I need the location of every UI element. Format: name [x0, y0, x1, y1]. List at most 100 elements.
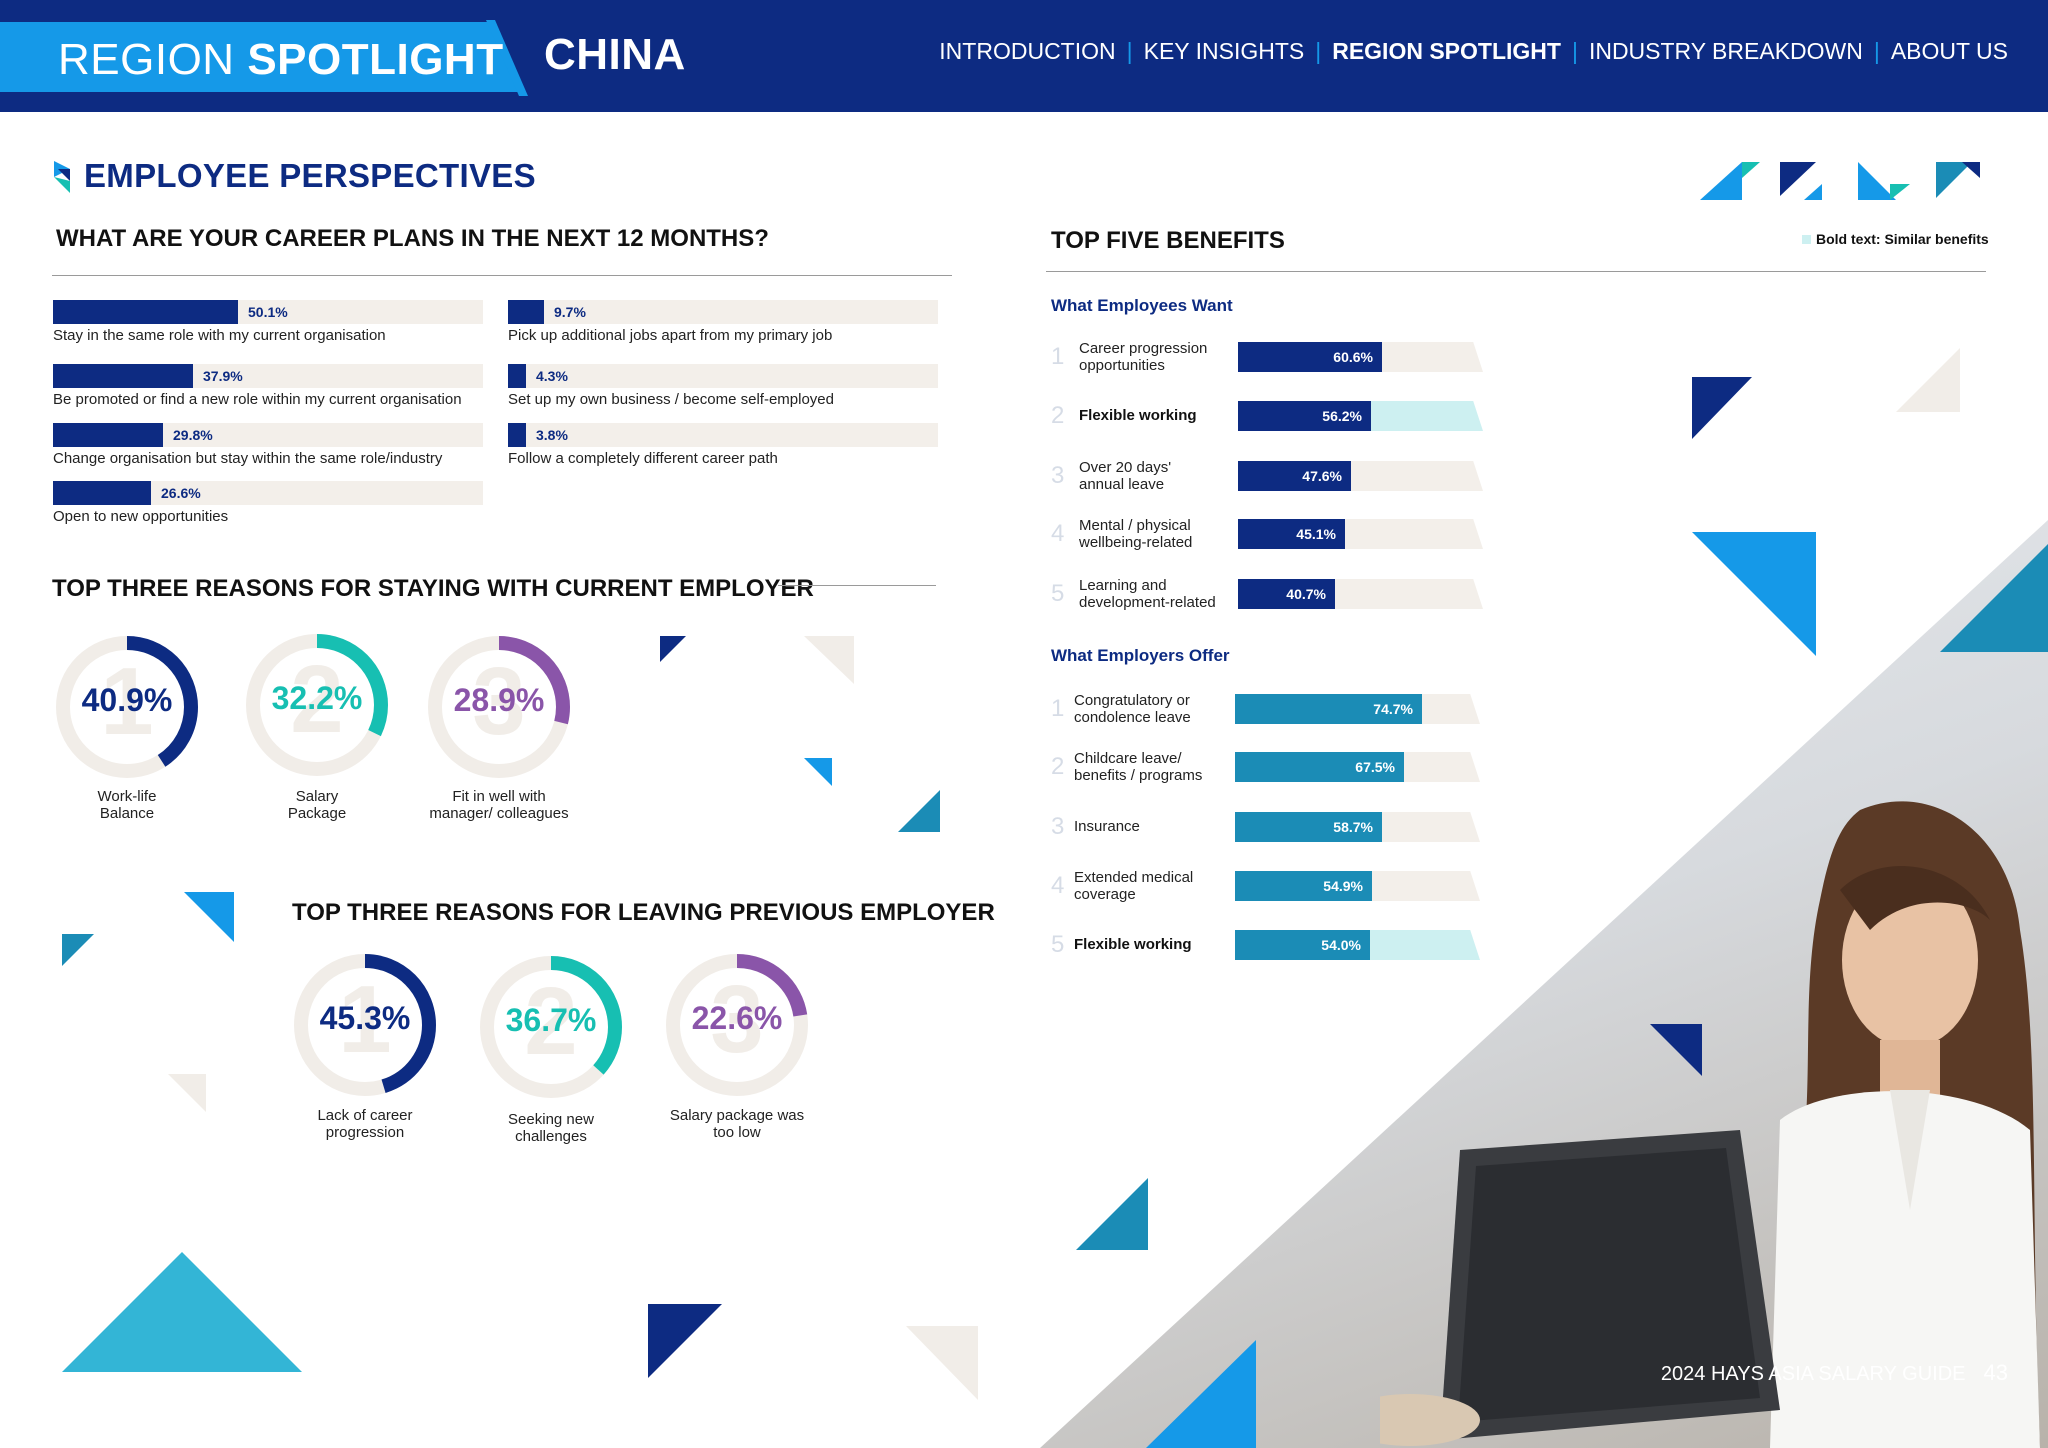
- benefit-rank: 1: [1051, 343, 1065, 370]
- career-plans-title: WHAT ARE YOUR CAREER PLANS IN THE NEXT 1…: [56, 225, 769, 252]
- benefit-bar-track: 54.9%: [1235, 871, 1480, 901]
- donut-value: 22.6%: [691, 1000, 783, 1036]
- triangle-decoration: [660, 636, 686, 662]
- nav-item-industry-breakdown[interactable]: INDUSTRY BREAKDOWN: [1588, 38, 1863, 64]
- section-label-bold: SPOTLIGHT: [247, 35, 504, 84]
- benefit-bar-track: 40.7%: [1238, 579, 1483, 609]
- donut-ring: [428, 636, 570, 778]
- career-plans-rule: [52, 275, 952, 276]
- donut-caption-line: Salary: [295, 788, 339, 805]
- career-bar-track: 9.7%: [508, 300, 938, 324]
- footer-title: 2024 HAYS ASIA SALARY GUIDE: [1660, 1363, 1966, 1385]
- benefit-label: Flexible working: [1079, 407, 1197, 424]
- benefit-bar-value: 54.9%: [1323, 878, 1363, 894]
- benefit-bar-track: 60.6%: [1238, 342, 1483, 372]
- donut-rank: 3: [710, 966, 764, 1073]
- benefit-bar-value: 67.5%: [1355, 759, 1395, 775]
- donut-caption: Salary Package: [232, 788, 402, 822]
- career-bar-track: 3.8%: [508, 423, 938, 447]
- donut-caption: Fit in well with manager/ colleagues: [414, 788, 584, 822]
- donut-value: 45.3%: [319, 1000, 411, 1036]
- section-label: REGION SPOTLIGHT: [58, 35, 504, 85]
- nav-item-about-us[interactable]: ABOUT US: [1890, 38, 2008, 64]
- benefits-title: TOP FIVE BENEFITS: [1051, 227, 1285, 254]
- benefit-bar-track: 45.1%: [1238, 519, 1483, 549]
- triangle-decoration: [906, 1326, 978, 1400]
- page-footer: 2024 HAYS ASIA SALARY GUIDE 43: [1661, 1360, 2008, 1386]
- career-bar: [508, 300, 544, 324]
- career-bar-value: 26.6%: [161, 485, 201, 501]
- benefit-bar-value: 60.6%: [1333, 349, 1373, 365]
- donut-rank: 1: [100, 648, 154, 755]
- donut-caption-line: Package: [287, 805, 347, 822]
- career-bar-track: 29.8%: [53, 423, 483, 447]
- career-bar-label: Be promoted or find a new role within my…: [53, 391, 462, 408]
- donut-caption-line: Salary package was: [669, 1107, 805, 1124]
- donut-caption-line: challenges: [515, 1128, 587, 1145]
- benefit-label-line: benefits / programs: [1074, 767, 1203, 784]
- donut-3: 3 28.9%: [424, 632, 574, 782]
- donut-arc: [428, 636, 570, 778]
- benefit-label-line: opportunities: [1079, 357, 1165, 374]
- benefit-bar-track: 56.2%: [1238, 401, 1483, 431]
- benefit-label-line: Congratulatory or: [1074, 692, 1190, 709]
- staying-reasons-title: TOP THREE REASONS FOR STAYING WITH CURRE…: [52, 575, 814, 602]
- nav-separator: |: [1315, 38, 1322, 64]
- benefits-group-heading: What Employers Offer: [1051, 646, 1230, 665]
- career-bar-track: 37.9%: [53, 364, 483, 388]
- triangle-decoration: [184, 892, 234, 942]
- nav-separator: |: [1126, 38, 1133, 64]
- header-bar: REGION SPOTLIGHT CHINA INTRODUCTION | KEY …: [0, 0, 2048, 112]
- nav-item-region-spotlight[interactable]: REGION SPOTLIGHT: [1332, 38, 1561, 64]
- page-number: 43: [1983, 1360, 2008, 1385]
- benefit-bar: [1238, 342, 1382, 372]
- nav-item-introduction[interactable]: INTRODUCTION: [939, 38, 1116, 64]
- triangle-decoration: [62, 1252, 302, 1372]
- legend-swatch: [1802, 235, 1811, 244]
- donut-ring: [56, 636, 198, 778]
- benefit-bar-value: 54.0%: [1321, 937, 1361, 953]
- career-bar-value: 3.8%: [536, 427, 568, 443]
- benefit-bar: [1235, 694, 1422, 724]
- nav-item-key-insights[interactable]: KEY INSIGHTS: [1143, 38, 1305, 64]
- donut-arc: [666, 954, 808, 1096]
- benefit-bar-track: 47.6%: [1238, 461, 1483, 491]
- donut-value: 40.9%: [81, 682, 173, 718]
- donut-arc: [246, 634, 388, 776]
- donut-ring: [666, 954, 808, 1096]
- benefit-label: Childcare leave/benefits / programs: [1074, 750, 1202, 784]
- benefit-bar-track: 58.7%: [1235, 812, 1480, 842]
- triangle-decoration: [898, 790, 940, 832]
- benefit-bar-track: 67.5%: [1235, 752, 1480, 782]
- benefit-label-line: development-related: [1079, 594, 1216, 611]
- donut-caption: Lack of career progression: [280, 1107, 450, 1141]
- donut-arc: [56, 636, 198, 778]
- benefit-bar: [1238, 401, 1371, 431]
- donut-caption-line: Balance: [99, 805, 155, 822]
- donut-caption: Seeking new challenges: [466, 1111, 636, 1145]
- benefit-bar-value: 40.7%: [1286, 586, 1326, 602]
- benefit-label-line: Career progression: [1079, 340, 1208, 357]
- donut-ring: [480, 956, 622, 1098]
- leaving-reasons-title: TOP THREE REASONS FOR LEAVING PREVIOUS E…: [292, 899, 995, 926]
- donut-rank: 3: [472, 648, 526, 755]
- donut-ring: [294, 954, 436, 1096]
- benefit-rank: 2: [1051, 402, 1065, 429]
- benefit-rank: 2: [1051, 753, 1065, 780]
- benefit-bar-value: 58.7%: [1333, 819, 1373, 835]
- career-bar: [53, 481, 151, 505]
- triangle-decoration: [1076, 1178, 1148, 1250]
- benefit-label: Mental / physical wellbeing-related: [1079, 517, 1192, 551]
- triangle-decoration: [648, 1304, 722, 1378]
- triangle-decoration: [1692, 377, 1752, 439]
- country-title: CHINA: [544, 30, 686, 79]
- benefit-rank: 3: [1051, 462, 1065, 489]
- benefit-bar-value: 74.7%: [1373, 701, 1413, 717]
- benefits-legend: Bold text: Similar benefits: [1816, 231, 1989, 247]
- career-bar-value: 4.3%: [536, 368, 568, 384]
- donut-value: 36.7%: [505, 1002, 597, 1038]
- donut-caption: Salary package was too low: [652, 1107, 822, 1141]
- donut-rank: 1: [338, 966, 392, 1073]
- benefit-rank: 5: [1051, 931, 1065, 958]
- benefit-label-line: Flexible working: [1074, 936, 1192, 953]
